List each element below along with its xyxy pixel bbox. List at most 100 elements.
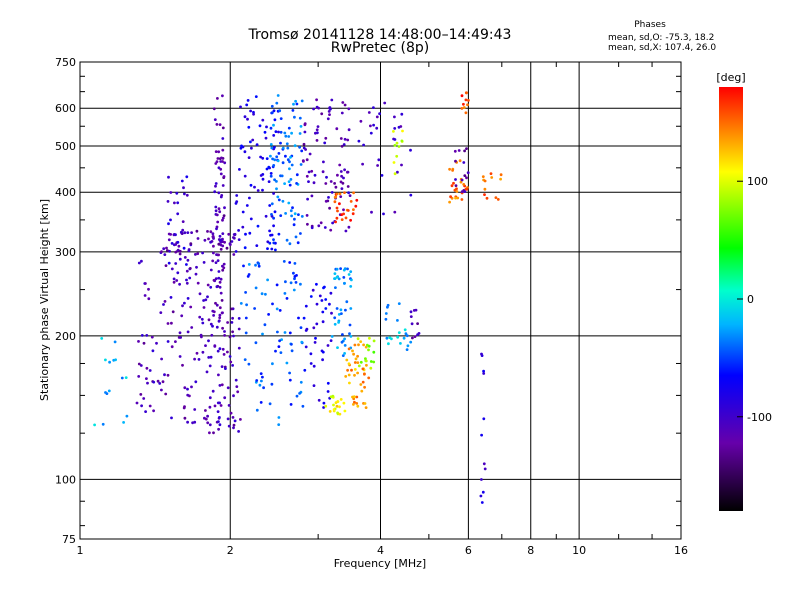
echo-point <box>293 144 297 148</box>
echo-point <box>204 298 208 302</box>
echo-point <box>186 387 189 391</box>
echo-point <box>255 408 259 412</box>
echo-point <box>317 224 321 228</box>
echo-point <box>365 363 368 367</box>
echo-point <box>309 352 313 356</box>
echo-point <box>175 191 179 195</box>
echo-point <box>329 339 333 342</box>
echo-point <box>277 423 281 426</box>
echo-point <box>305 214 309 217</box>
echo-point <box>456 196 460 200</box>
echo-point <box>178 355 182 358</box>
echo-point <box>216 220 220 224</box>
echo-point <box>158 382 162 385</box>
echo-point <box>220 311 224 315</box>
echo-point <box>204 344 207 347</box>
echo-point <box>322 406 325 409</box>
echo-point <box>299 282 302 286</box>
echo-point <box>269 174 273 178</box>
echo-point <box>483 179 487 183</box>
echo-point <box>333 182 336 185</box>
echo-point <box>483 193 486 197</box>
echo-point <box>243 174 247 178</box>
echo-point <box>324 199 328 203</box>
echo-point <box>295 173 299 177</box>
echo-point <box>215 285 219 289</box>
echo-point <box>219 160 223 163</box>
echo-point <box>239 302 243 305</box>
echo-point <box>268 204 272 207</box>
echo-point <box>294 281 298 284</box>
echo-point <box>272 192 275 195</box>
echo-point <box>393 126 397 130</box>
x-axis-label: Frequency [MHz] <box>334 557 426 570</box>
echo-point <box>281 146 285 150</box>
echo-point <box>330 98 334 102</box>
echo-point <box>237 229 241 232</box>
echo-point <box>178 282 182 286</box>
echo-point <box>198 292 202 296</box>
echo-point <box>336 173 339 177</box>
echo-point <box>272 134 276 137</box>
echo-point <box>321 320 325 324</box>
echo-point <box>212 244 215 248</box>
echo-point <box>466 103 469 107</box>
echo-point <box>256 189 260 192</box>
echo-point <box>409 310 413 314</box>
echo-point <box>463 149 466 153</box>
echo-point <box>212 107 216 111</box>
echo-point <box>293 262 297 265</box>
echo-point <box>312 107 315 111</box>
echo-point <box>159 311 163 314</box>
echo-point <box>195 265 198 269</box>
echo-point <box>350 368 353 372</box>
echo-point <box>195 351 199 355</box>
echo-point <box>179 336 183 339</box>
echo-point <box>183 231 187 235</box>
echo-point <box>290 214 293 218</box>
echo-point <box>458 159 462 163</box>
echo-point <box>165 246 168 250</box>
echo-point <box>315 139 319 142</box>
echo-point <box>297 316 300 320</box>
echo-point <box>294 99 297 103</box>
echo-point <box>285 238 289 242</box>
echo-point <box>332 408 336 411</box>
echo-point <box>326 390 330 393</box>
echo-point <box>212 278 216 282</box>
echo-point <box>244 331 248 335</box>
echo-point <box>344 375 348 378</box>
echo-point <box>231 330 235 334</box>
echo-point <box>160 388 163 392</box>
echo-point <box>274 130 278 134</box>
echo-point <box>163 253 167 256</box>
echo-point <box>356 361 360 364</box>
echo-point <box>337 277 341 281</box>
echo-point <box>244 232 247 236</box>
echo-point <box>275 283 279 287</box>
echo-point <box>299 125 303 128</box>
echo-point <box>359 119 363 123</box>
echo-point <box>369 124 372 128</box>
echo-point <box>340 187 344 191</box>
echo-point <box>218 347 222 351</box>
echo-point <box>234 202 238 205</box>
echo-point <box>346 368 349 372</box>
echo-point <box>170 416 173 420</box>
echo-point <box>338 192 342 196</box>
echo-point <box>218 210 222 214</box>
echo-point <box>482 462 486 466</box>
echo-point <box>183 386 187 390</box>
echo-point <box>221 347 225 351</box>
echo-point <box>201 350 205 354</box>
echo-point <box>243 246 247 250</box>
echo-point <box>270 382 274 386</box>
echo-point <box>279 130 283 134</box>
x-tick-label: 8 <box>527 544 534 557</box>
echo-point <box>380 174 384 177</box>
echo-point <box>188 267 192 270</box>
echo-point <box>177 244 181 248</box>
echo-point <box>312 364 316 368</box>
echo-point <box>217 270 221 273</box>
